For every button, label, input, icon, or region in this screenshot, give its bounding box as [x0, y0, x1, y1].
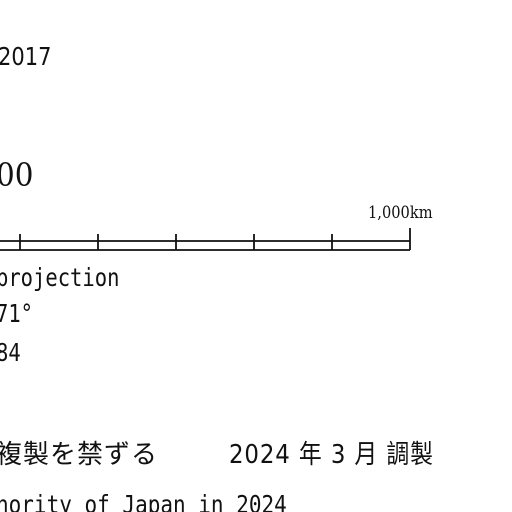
scale-bar-ticks [20, 228, 410, 250]
issue-date: 2024 年 3 月 調製 [229, 442, 434, 468]
authority-credit: hority of Japan in 2024 [0, 492, 287, 512]
scale-bar-end-label: 1,000km [368, 205, 433, 222]
edition-year: 2017 [0, 44, 51, 69]
projection-datum: 84 [0, 340, 21, 365]
projection-name: projection [0, 265, 119, 290]
scale-bar [0, 226, 420, 260]
projection-standard-parallel: 71° [0, 301, 33, 326]
reproduction-notice: 複製を禁ずる [0, 442, 158, 468]
scale-ratio: 00 [0, 159, 33, 191]
